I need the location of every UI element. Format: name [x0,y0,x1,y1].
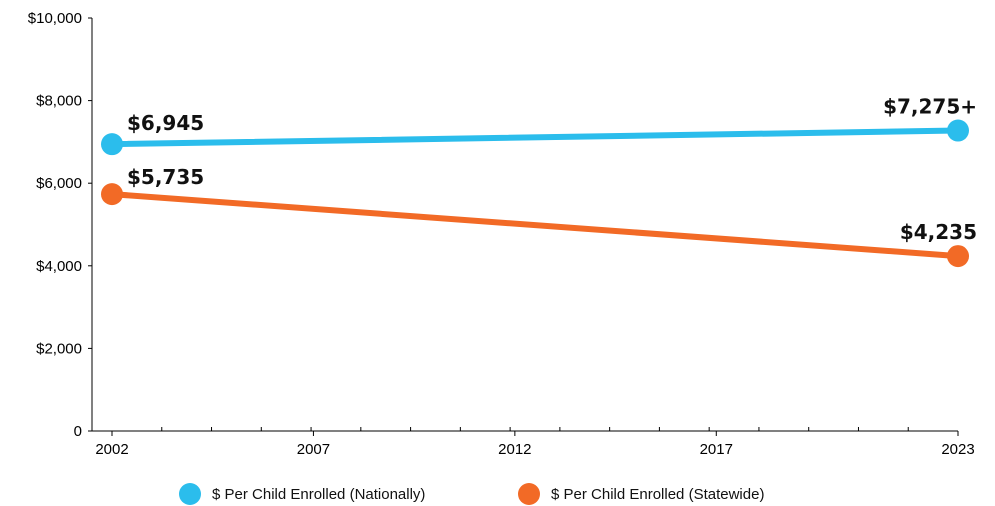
x-tick-label: 2002 [95,441,128,458]
legend-item: $ Per Child Enrolled (Nationally) [179,483,425,505]
data-point [101,133,123,156]
legend-label: $ Per Child Enrolled (Statewide) [551,486,764,503]
data-point [101,183,123,206]
data-point [947,245,969,268]
data-point [947,119,969,142]
series-layer: $6,945 $7,275+ $5,735 $4,235 [101,95,977,268]
x-tick-label: 2012 [498,441,531,458]
legend: $ Per Child Enrolled (Nationally) $ Per C… [179,483,764,505]
series-line [109,191,961,260]
y-tick-label: 0 [74,423,82,440]
y-tick-label: $10,000 [28,10,82,27]
data-label: $4,235 [900,220,977,244]
legend-swatch [179,483,201,505]
y-tick-label: $2,000 [36,340,82,357]
x-tick-label: 2017 [700,441,733,458]
y-tick-label: $8,000 [36,93,82,110]
series-nationally: $6,945 $7,275+ [101,95,977,156]
legend-label: $ Per Child Enrolled (Nationally) [212,486,425,503]
data-label: $5,735 [127,165,204,189]
x-tick-label: 2023 [941,441,974,458]
y-tick-label: $4,000 [36,258,82,275]
axes: 0 $2,000 $4,000 $6,000 $8,000 $10,000 2002 2007… [28,10,975,458]
data-label: $7,275+ [883,95,977,119]
y-tick-label: $6,000 [36,175,82,192]
data-label: $6,945 [127,111,204,135]
legend-item: $ Per Child Enrolled (Statewide) [518,483,764,505]
series-line [109,127,961,148]
x-tick-label: 2007 [297,441,330,458]
legend-swatch [518,483,540,505]
series-statewide: $5,735 $4,235 [101,165,977,268]
